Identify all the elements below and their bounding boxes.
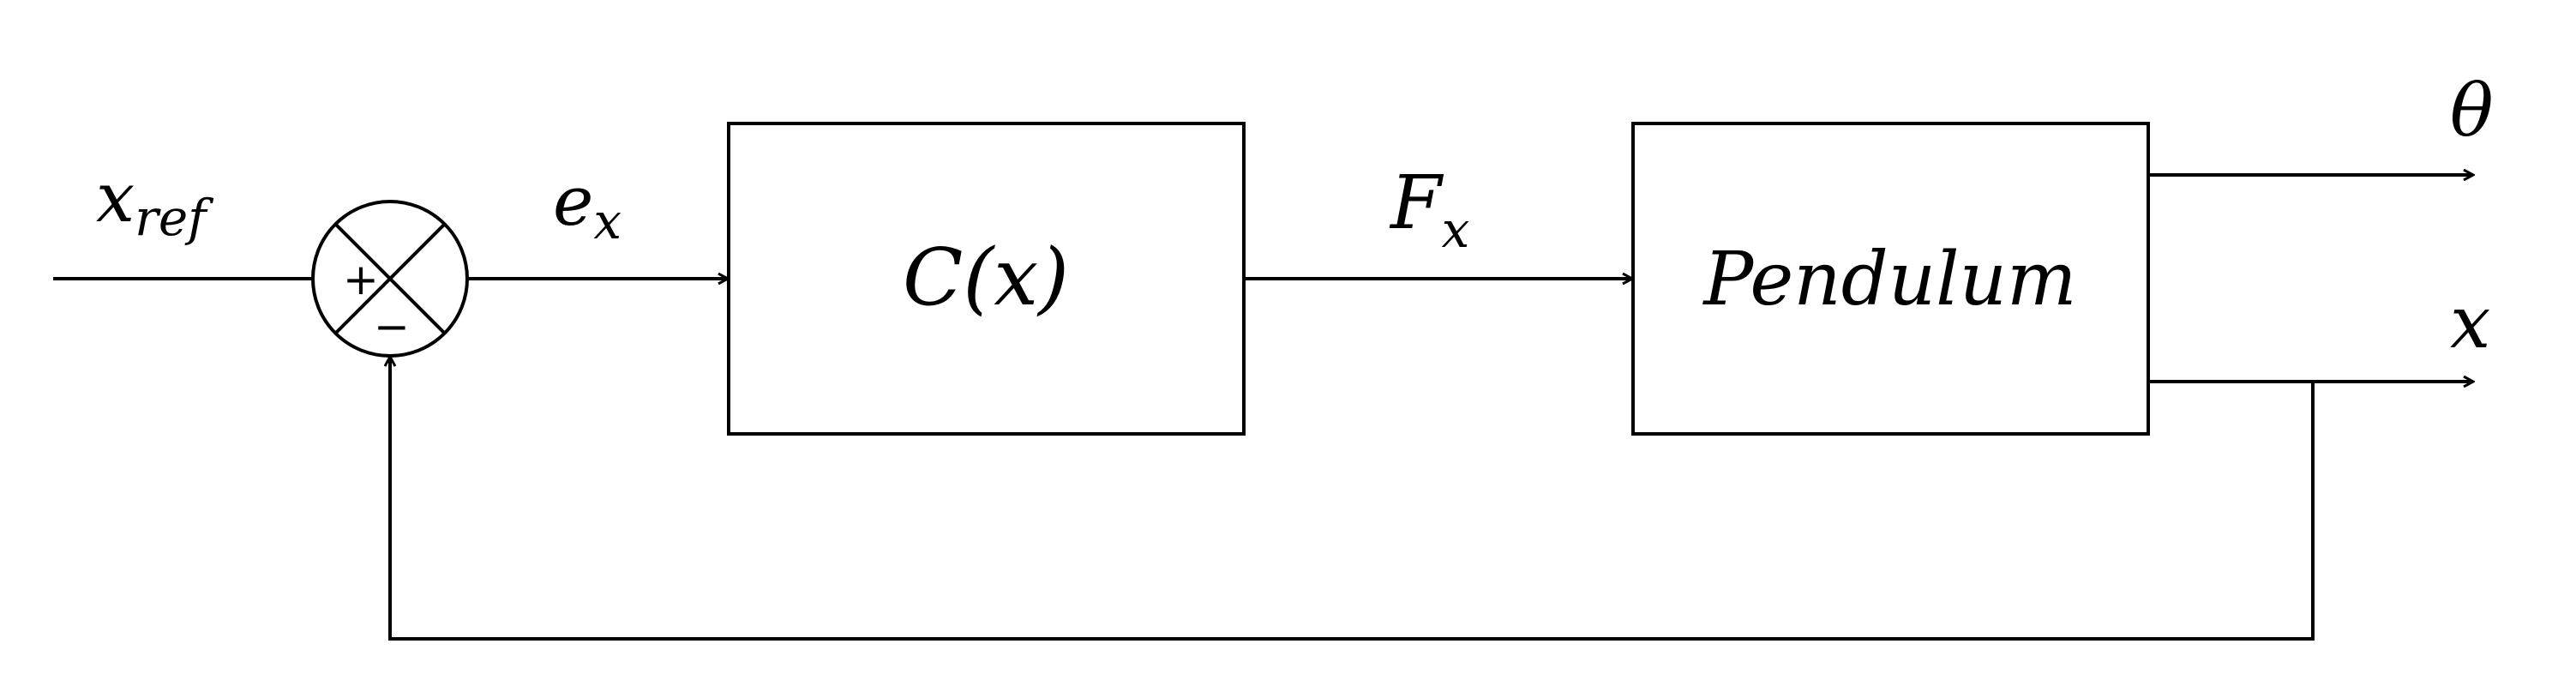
pendulum-block <box>1631 122 2150 436</box>
plus-sign: + <box>343 255 379 304</box>
pendulum-label: Pendulum <box>1702 237 2076 322</box>
controller-label: C(x) <box>903 232 1069 323</box>
force-subscript: x <box>1442 201 1470 259</box>
reference-base: x <box>96 158 135 238</box>
minus-sign: − <box>374 302 410 352</box>
force-signal-label: Fx <box>1389 160 1469 259</box>
error-signal-label: ex <box>553 161 621 250</box>
error-subscript: x <box>593 192 621 250</box>
feedback-path-arrow <box>390 357 2315 641</box>
reference-signal-label: xref <box>96 158 214 247</box>
summing-junction: + − <box>311 200 469 358</box>
theta-output-label: θ <box>2450 69 2494 153</box>
controller-block <box>727 122 1246 436</box>
force-base: F <box>1389 160 1444 246</box>
position-output-label: x <box>2450 280 2490 364</box>
error-base: e <box>553 161 593 241</box>
reference-subscript: ref <box>135 189 214 247</box>
